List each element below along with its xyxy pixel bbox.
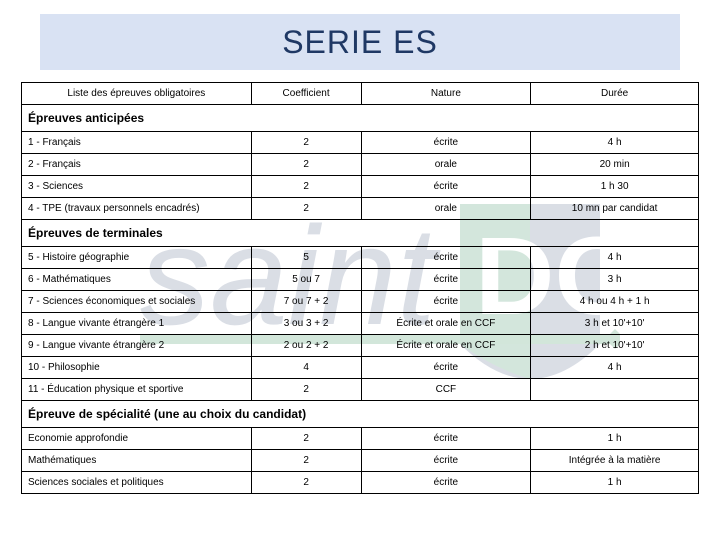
cell-duree: 4 h xyxy=(531,247,699,269)
page-title: SERIE ES xyxy=(282,24,438,61)
cell-nature: Écrite et orale en CCF xyxy=(361,313,531,335)
section-label: Épreuves de terminales xyxy=(22,220,699,247)
cell-duree: 4 h ou 4 h + 1 h xyxy=(531,291,699,313)
cell-coef: 5 ou 7 xyxy=(251,269,361,291)
cell-subject: Mathématiques xyxy=(22,450,252,472)
table-row: Mathématiques2écriteIntégrée à la matièr… xyxy=(22,450,699,472)
cell-coef: 3 ou 3 + 2 xyxy=(251,313,361,335)
cell-duree: Intégrée à la matière xyxy=(531,450,699,472)
table-row: 1 - Français2écrite4 h xyxy=(22,132,699,154)
cell-coef: 4 xyxy=(251,357,361,379)
section-row: Épreuve de spécialité (une au choix du c… xyxy=(22,401,699,428)
cell-subject: 8 - Langue vivante étrangère 1 xyxy=(22,313,252,335)
title-bar: SERIE ES xyxy=(40,14,680,70)
table-row: Economie approfondie2écrite1 h xyxy=(22,428,699,450)
cell-duree: 1 h 30 xyxy=(531,176,699,198)
table-row: 4 - TPE (travaux personnels encadrés)2or… xyxy=(22,198,699,220)
section-row: Épreuves anticipées xyxy=(22,105,699,132)
cell-duree xyxy=(531,379,699,401)
col-header-coefficient: Coefficient xyxy=(251,83,361,105)
cell-nature: CCF xyxy=(361,379,531,401)
cell-nature: orale xyxy=(361,198,531,220)
cell-nature: écrite xyxy=(361,450,531,472)
cell-nature: orale xyxy=(361,154,531,176)
cell-subject: 4 - TPE (travaux personnels encadrés) xyxy=(22,198,252,220)
table-row: 9 - Langue vivante étrangère 22 ou 2 + 2… xyxy=(22,335,699,357)
cell-nature: écrite xyxy=(361,472,531,494)
table-row: 5 - Histoire géographie5écrite4 h xyxy=(22,247,699,269)
cell-subject: 7 - Sciences économiques et sociales xyxy=(22,291,252,313)
table-row: 10 - Philosophie4écrite4 h xyxy=(22,357,699,379)
cell-coef: 2 xyxy=(251,132,361,154)
cell-subject: Sciences sociales et politiques xyxy=(22,472,252,494)
cell-duree: 3 h xyxy=(531,269,699,291)
table-row: 3 - Sciences2écrite1 h 30 xyxy=(22,176,699,198)
cell-subject: 2 - Français xyxy=(22,154,252,176)
section-row: Épreuves de terminales xyxy=(22,220,699,247)
cell-duree: 4 h xyxy=(531,357,699,379)
cell-duree: 10 mn par candidat xyxy=(531,198,699,220)
cell-duree: 3 h et 10'+10' xyxy=(531,313,699,335)
exams-table: Liste des épreuves obligatoires Coeffici… xyxy=(21,82,699,494)
section-label: Épreuves anticipées xyxy=(22,105,699,132)
cell-coef: 2 xyxy=(251,472,361,494)
cell-subject: Economie approfondie xyxy=(22,428,252,450)
table-row: 2 - Français2orale20 min xyxy=(22,154,699,176)
table-header-row: Liste des épreuves obligatoires Coeffici… xyxy=(22,83,699,105)
cell-coef: 2 xyxy=(251,379,361,401)
cell-coef: 2 xyxy=(251,198,361,220)
section-label: Épreuve de spécialité (une au choix du c… xyxy=(22,401,699,428)
cell-nature: écrite xyxy=(361,132,531,154)
cell-duree: 20 min xyxy=(531,154,699,176)
table-row: 11 - Éducation physique et sportive2CCF xyxy=(22,379,699,401)
cell-subject: 1 - Français xyxy=(22,132,252,154)
table-row: Sciences sociales et politiques2écrite1 … xyxy=(22,472,699,494)
cell-nature: écrite xyxy=(361,247,531,269)
cell-duree: 2 h et 10'+10' xyxy=(531,335,699,357)
cell-duree: 4 h xyxy=(531,132,699,154)
table-row: 8 - Langue vivante étrangère 13 ou 3 + 2… xyxy=(22,313,699,335)
cell-nature: écrite xyxy=(361,291,531,313)
cell-coef: 2 ou 2 + 2 xyxy=(251,335,361,357)
cell-coef: 2 xyxy=(251,428,361,450)
cell-coef: 2 xyxy=(251,154,361,176)
cell-subject: 3 - Sciences xyxy=(22,176,252,198)
cell-coef: 7 ou 7 + 2 xyxy=(251,291,361,313)
cell-nature: écrite xyxy=(361,269,531,291)
col-header-duree: Durée xyxy=(531,83,699,105)
cell-coef: 2 xyxy=(251,176,361,198)
cell-duree: 1 h xyxy=(531,428,699,450)
cell-duree: 1 h xyxy=(531,472,699,494)
cell-subject: 11 - Éducation physique et sportive xyxy=(22,379,252,401)
col-header-nature: Nature xyxy=(361,83,531,105)
cell-subject: 5 - Histoire géographie xyxy=(22,247,252,269)
cell-coef: 5 xyxy=(251,247,361,269)
cell-subject: 10 - Philosophie xyxy=(22,357,252,379)
col-header-subject: Liste des épreuves obligatoires xyxy=(22,83,252,105)
cell-nature: écrite xyxy=(361,176,531,198)
table-row: 7 - Sciences économiques et sociales7 ou… xyxy=(22,291,699,313)
cell-subject: 9 - Langue vivante étrangère 2 xyxy=(22,335,252,357)
cell-nature: écrite xyxy=(361,357,531,379)
cell-coef: 2 xyxy=(251,450,361,472)
cell-nature: Écrite et orale en CCF xyxy=(361,335,531,357)
cell-nature: écrite xyxy=(361,428,531,450)
table-row: 6 - Mathématiques5 ou 7écrite3 h xyxy=(22,269,699,291)
cell-subject: 6 - Mathématiques xyxy=(22,269,252,291)
